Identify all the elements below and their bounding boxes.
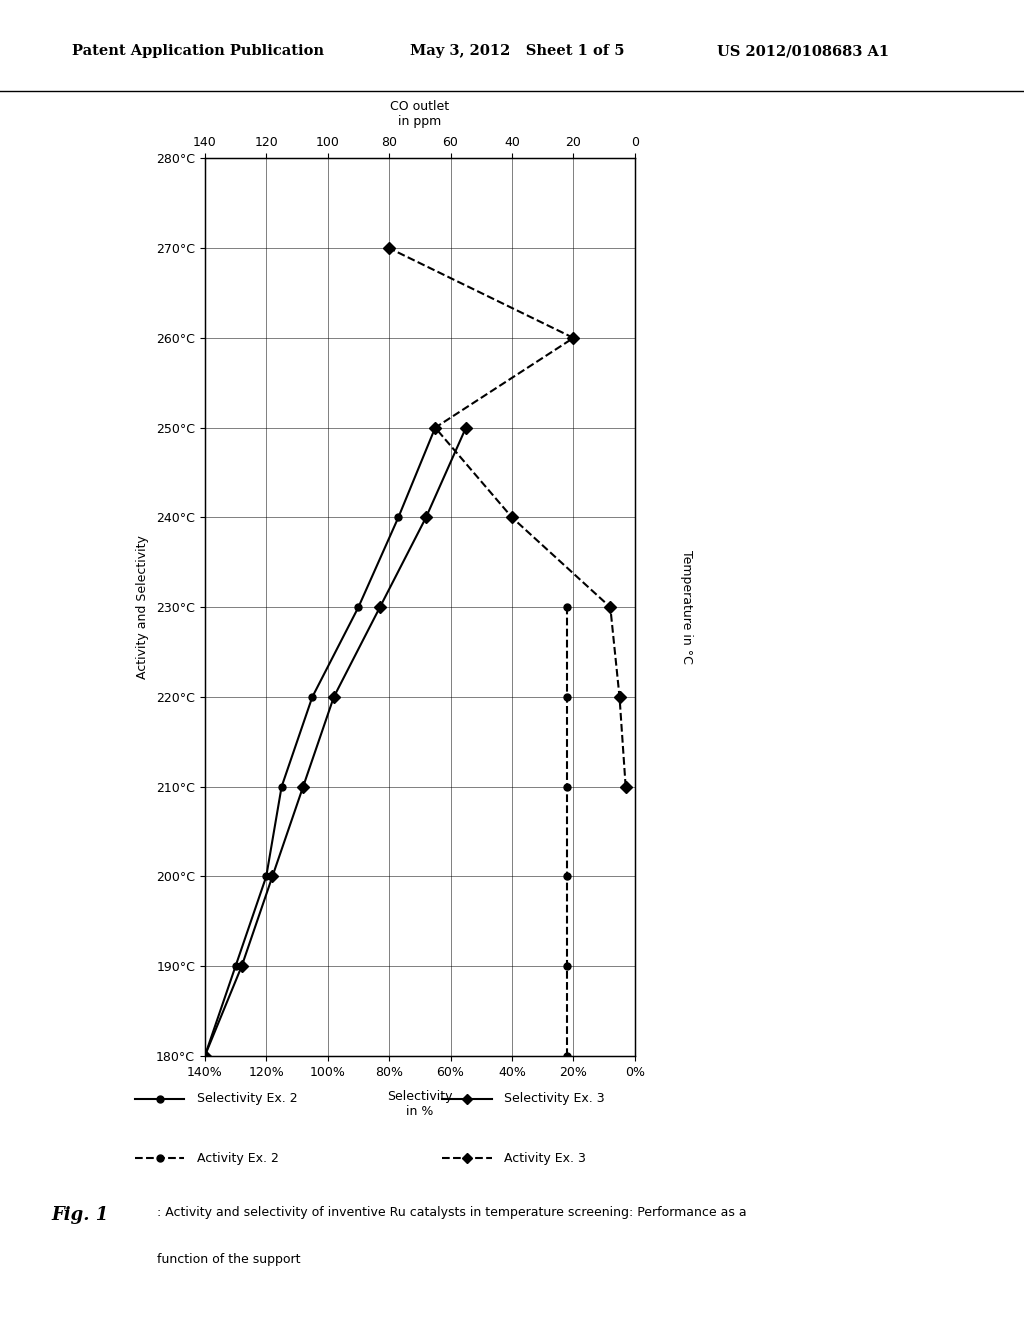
Text: May 3, 2012   Sheet 1 of 5: May 3, 2012 Sheet 1 of 5 xyxy=(410,45,624,58)
Activity Ex. 2 xyxy=(561,1048,573,1064)
Activity Ex. 2 xyxy=(561,599,573,615)
Activity Ex. 3 xyxy=(383,240,395,256)
Line: Activity Ex. 3: Activity Ex. 3 xyxy=(385,244,630,791)
Selectivity Ex. 3 xyxy=(328,689,340,705)
Activity Ex. 2 xyxy=(561,689,573,705)
Selectivity Ex. 3 xyxy=(460,420,472,436)
X-axis label: Selectivity
in %: Selectivity in % xyxy=(387,1090,453,1118)
Activity Ex. 3 xyxy=(567,330,580,346)
Text: Activity Ex. 2: Activity Ex. 2 xyxy=(197,1152,279,1164)
Selectivity Ex. 3 xyxy=(420,510,432,525)
Selectivity Ex. 3 xyxy=(266,869,279,884)
X-axis label: CO outlet
in ppm: CO outlet in ppm xyxy=(390,99,450,128)
Text: : Activity and selectivity of inventive Ru catalysts in temperature screening: P: : Activity and selectivity of inventive … xyxy=(158,1206,746,1218)
Text: Activity Ex. 3: Activity Ex. 3 xyxy=(504,1152,586,1164)
Activity Ex. 2 xyxy=(561,958,573,974)
Selectivity Ex. 2 xyxy=(429,420,441,436)
Y-axis label: Activity and Selectivity: Activity and Selectivity xyxy=(136,536,150,678)
Selectivity Ex. 2 xyxy=(392,510,404,525)
Activity Ex. 3 xyxy=(506,510,518,525)
Selectivity Ex. 2 xyxy=(199,1048,211,1064)
Text: US 2012/0108683 A1: US 2012/0108683 A1 xyxy=(717,45,889,58)
Selectivity Ex. 2 xyxy=(306,689,318,705)
Activity Ex. 3 xyxy=(604,599,616,615)
Selectivity Ex. 2 xyxy=(260,869,272,884)
Text: Selectivity Ex. 2: Selectivity Ex. 2 xyxy=(197,1093,297,1105)
Selectivity Ex. 3 xyxy=(236,958,248,974)
Text: Temperature in °C: Temperature in °C xyxy=(680,550,693,664)
Text: Patent Application Publication: Patent Application Publication xyxy=(72,45,324,58)
Activity Ex. 3 xyxy=(613,689,626,705)
Selectivity Ex. 2 xyxy=(229,958,242,974)
Text: Fig. 1: Fig. 1 xyxy=(51,1206,109,1224)
Text: Selectivity Ex. 3: Selectivity Ex. 3 xyxy=(504,1093,604,1105)
Line: Selectivity Ex. 2: Selectivity Ex. 2 xyxy=(202,424,438,1060)
Line: Activity Ex. 2: Activity Ex. 2 xyxy=(564,603,570,1060)
Text: function of the support: function of the support xyxy=(158,1254,301,1266)
Activity Ex. 3 xyxy=(429,420,441,436)
Selectivity Ex. 3 xyxy=(199,1048,211,1064)
Activity Ex. 3 xyxy=(620,779,632,795)
Selectivity Ex. 3 xyxy=(374,599,386,615)
Selectivity Ex. 3 xyxy=(297,779,309,795)
Activity Ex. 2 xyxy=(561,869,573,884)
Selectivity Ex. 2 xyxy=(352,599,365,615)
Activity Ex. 2 xyxy=(561,779,573,795)
Selectivity Ex. 2 xyxy=(275,779,288,795)
Line: Selectivity Ex. 3: Selectivity Ex. 3 xyxy=(201,424,470,1060)
